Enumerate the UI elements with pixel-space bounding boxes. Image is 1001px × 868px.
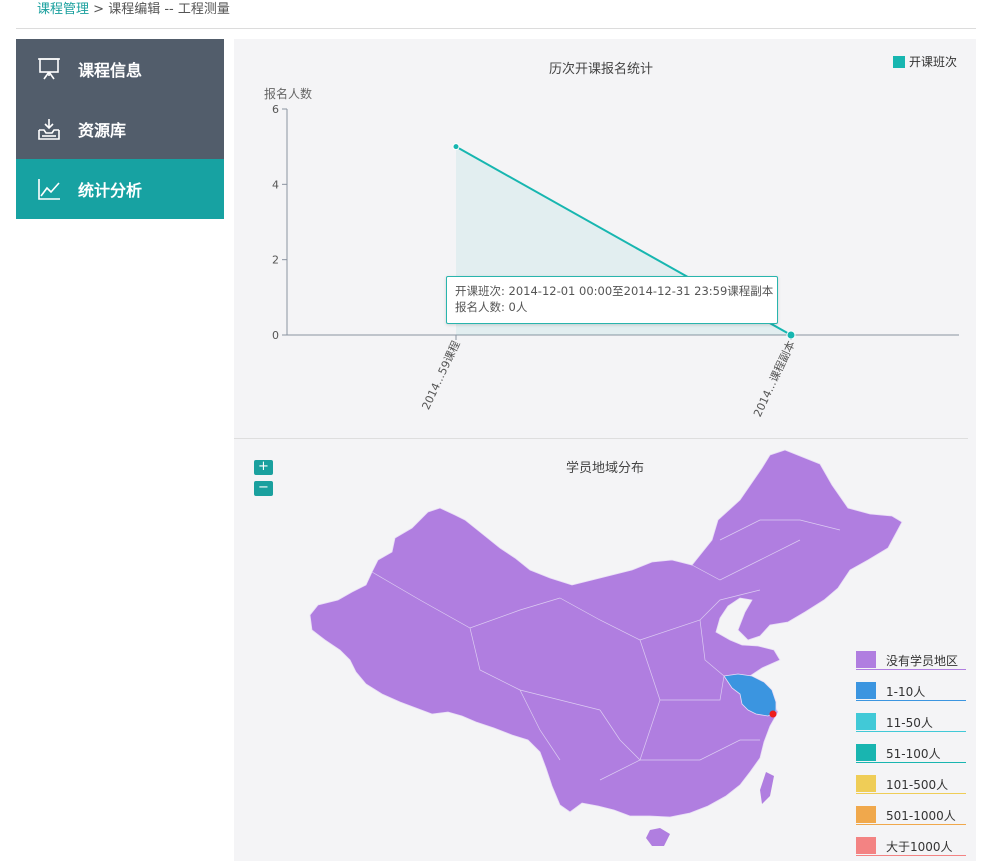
map-title: 学员地域分布: [565, 461, 644, 476]
map-region-mainland[interactable]: [309, 449, 903, 818]
map-legend-item[interactable]: 没有学员地区: [856, 651, 966, 682]
map-legend: 没有学员地区 1-10人 11-50人 51-100人 101-500人 501-1000…: [856, 651, 966, 868]
legend-swatch: [856, 682, 876, 699]
map-legend-item[interactable]: 11-50人: [856, 713, 966, 744]
sidebar-item-resource-library[interactable]: 资源库: [16, 99, 224, 159]
map-region-hainan[interactable]: [646, 828, 670, 846]
y-tick-label: 2: [272, 254, 279, 267]
legend-underline: [856, 793, 966, 794]
legend-label: 开课班次: [909, 55, 958, 69]
y-tick-label: 6: [272, 103, 279, 116]
legend-underline: [856, 855, 966, 856]
inbox-download-icon: [34, 114, 64, 144]
breadcrumb-root-link[interactable]: 课程管理: [37, 2, 90, 17]
map-region-taiwan[interactable]: [760, 772, 774, 804]
chart-legend[interactable]: 开课班次: [893, 53, 957, 70]
legend-label: 没有学员地区: [886, 654, 959, 668]
sidebar-item-statistics[interactable]: 统计分析: [16, 159, 224, 219]
legend-label: 101-500人: [886, 778, 949, 792]
province-borders: [371, 519, 841, 781]
sidebar-item-label: 课程信息: [78, 61, 143, 80]
legend-label: 51-100人: [886, 747, 941, 761]
map-legend-item[interactable]: 501-1000人: [856, 806, 966, 837]
legend-underline: [856, 824, 966, 825]
legend-swatch: [856, 744, 876, 761]
legend-underline: [856, 700, 966, 701]
legend-label: 501-1000人: [886, 809, 956, 823]
x-tick-label: 2014...课程副本: [750, 338, 798, 419]
sidebar-item-label: 资源库: [78, 121, 127, 140]
map-legend-item[interactable]: 1-10人: [856, 682, 966, 713]
line-chart-icon: [34, 174, 64, 204]
presentation-board-icon: [34, 54, 64, 84]
tooltip-line-2: 报名人数: 0人: [455, 300, 528, 314]
map-legend-item[interactable]: 101-500人: [856, 775, 966, 806]
zoom-out-button[interactable]: −: [254, 481, 273, 496]
data-point: [786, 330, 796, 340]
legend-swatch: [856, 713, 876, 730]
enrollment-line-chart: 历次开课报名统计 报名人数 0 2 4 6 2014...59课程 2014...课程副本: [264, 61, 959, 419]
y-tick-label: 4: [272, 178, 279, 191]
map-marker-dot[interactable]: [769, 710, 777, 718]
map-legend-item[interactable]: 51-100人: [856, 744, 966, 775]
legend-swatch: [856, 837, 876, 854]
tooltip-line-1: 开课班次: 2014-12-01 00:00至2014-12-31 23:59课…: [455, 284, 774, 298]
chart-title: 历次开课报名统计: [549, 61, 653, 77]
sidebar: 课程信息 资源库 统计分析: [16, 39, 224, 219]
breadcrumb-separator: >: [89, 2, 109, 17]
legend-underline: [856, 669, 966, 670]
chart-tooltip: 开课班次: 2014-12-01 00:00至2014-12-31 23:59课…: [446, 276, 778, 324]
legend-label: 11-50人: [886, 716, 933, 730]
legend-swatch: [893, 55, 905, 68]
breadcrumb-current: 课程编辑 -- 工程测量: [108, 2, 230, 17]
y-axis-label: 报名人数: [264, 86, 312, 101]
section-divider: [234, 438, 968, 439]
legend-swatch: [856, 775, 876, 792]
china-map[interactable]: [300, 445, 920, 861]
sidebar-item-label: 统计分析: [78, 181, 143, 200]
sidebar-item-course-info[interactable]: 课程信息: [16, 39, 224, 99]
legend-swatch: [856, 806, 876, 823]
map-legend-item[interactable]: 大于1000人: [856, 837, 966, 868]
legend-underline: [856, 762, 966, 763]
legend-label: 1-10人: [886, 685, 926, 699]
legend-swatch: [856, 651, 876, 668]
y-tick-label: 0: [272, 329, 279, 342]
header-divider: [16, 28, 976, 29]
breadcrumb: 课程管理 > 课程编辑 -- 工程测量: [37, 0, 230, 28]
legend-underline: [856, 731, 966, 732]
zoom-in-button[interactable]: +: [254, 460, 273, 475]
legend-label: 大于1000人: [886, 840, 953, 854]
x-tick-label: 2014...59课程: [419, 339, 462, 412]
data-point: [452, 143, 460, 151]
